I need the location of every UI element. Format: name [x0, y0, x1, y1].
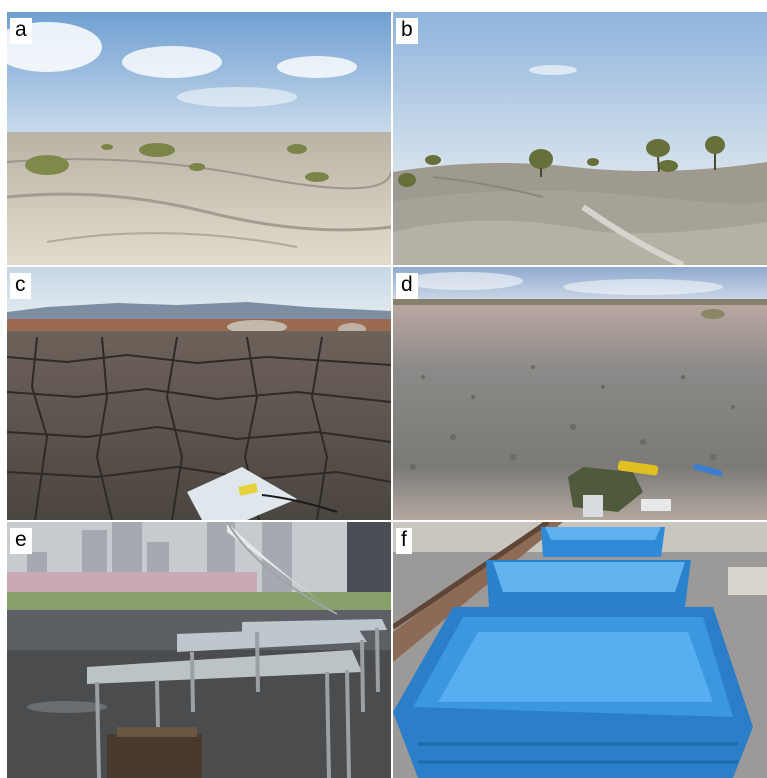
photo-dunes-trees [393, 12, 767, 265]
photo-panel-e: e [7, 522, 391, 778]
photo-desert-shrubs [7, 12, 391, 265]
photo-gravel-plain [393, 267, 767, 520]
tank-front [393, 607, 753, 778]
panel-label-d: d [396, 273, 418, 299]
tank-back [541, 527, 665, 557]
panel-label-b: b [396, 18, 418, 44]
photo-panel-a: a [7, 12, 391, 265]
panel-label-a: a [10, 18, 32, 44]
photo-panel-f: f [393, 522, 767, 778]
photo-rooftop-trays [7, 522, 391, 778]
photo-panel-d: d [393, 267, 767, 520]
photo-panel-c: c [7, 267, 391, 520]
tank-middle [486, 560, 691, 607]
panel-label-e: e [10, 528, 32, 554]
photo-cracked-mud [7, 267, 391, 520]
photo-panel-b: b [393, 12, 767, 265]
panel-label-c: c [10, 273, 31, 299]
photo-blue-tanks [393, 522, 767, 778]
panel-label-f: f [396, 528, 412, 554]
